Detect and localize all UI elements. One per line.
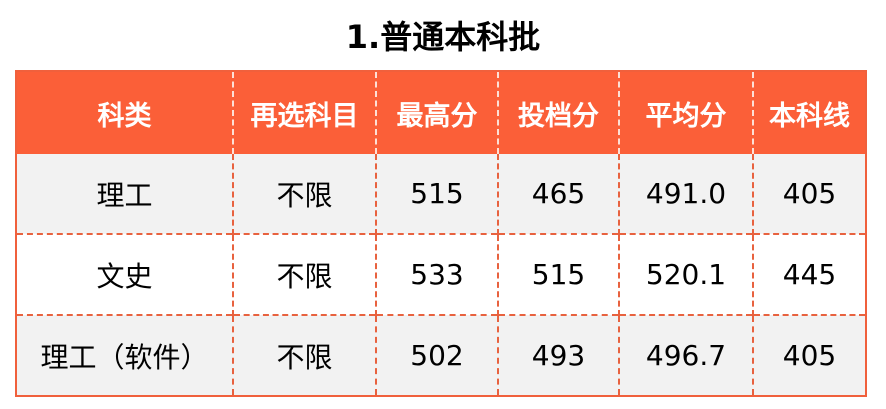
column-header: 最高分	[375, 71, 498, 154]
table-cell: 不限	[232, 154, 376, 234]
column-header: 本科线	[752, 71, 866, 154]
table-cell: 不限	[232, 233, 376, 315]
table-cell: 502	[375, 314, 498, 396]
table-row: 文史 不限 533 515 520.1 445	[16, 233, 866, 315]
table-cell: 445	[752, 233, 866, 315]
table-cell: 491.0	[618, 154, 753, 234]
table-cell: 理工	[16, 154, 233, 234]
column-header: 投档分	[497, 71, 619, 154]
table-cell: 515	[375, 154, 498, 234]
table-cell: 533	[375, 233, 498, 315]
table-cell: 不限	[232, 314, 376, 396]
table-cell: 文史	[16, 233, 233, 315]
column-header: 再选科目	[232, 71, 376, 154]
admission-scores-table: 科类 再选科目 最高分 投档分 平均分 本科线 理工 不限 515 465 49…	[15, 70, 867, 397]
table-cell: 405	[752, 314, 866, 396]
table-row: 理工 不限 515 465 491.0 405	[16, 154, 866, 234]
table-cell: 493	[497, 314, 619, 396]
table-cell: 520.1	[618, 233, 753, 315]
page-title: 1.普通本科批	[345, 18, 541, 56]
column-header: 平均分	[618, 71, 753, 154]
table-cell: 515	[497, 233, 619, 315]
table-cell: 465	[497, 154, 619, 234]
table-cell: 405	[752, 154, 866, 234]
table-header-row: 科类 再选科目 最高分 投档分 平均分 本科线	[16, 71, 866, 154]
table-cell: 理工（软件）	[16, 314, 233, 396]
table-cell: 496.7	[618, 314, 753, 396]
column-header: 科类	[16, 71, 233, 154]
table-row: 理工（软件） 不限 502 493 496.7 405	[16, 314, 866, 396]
